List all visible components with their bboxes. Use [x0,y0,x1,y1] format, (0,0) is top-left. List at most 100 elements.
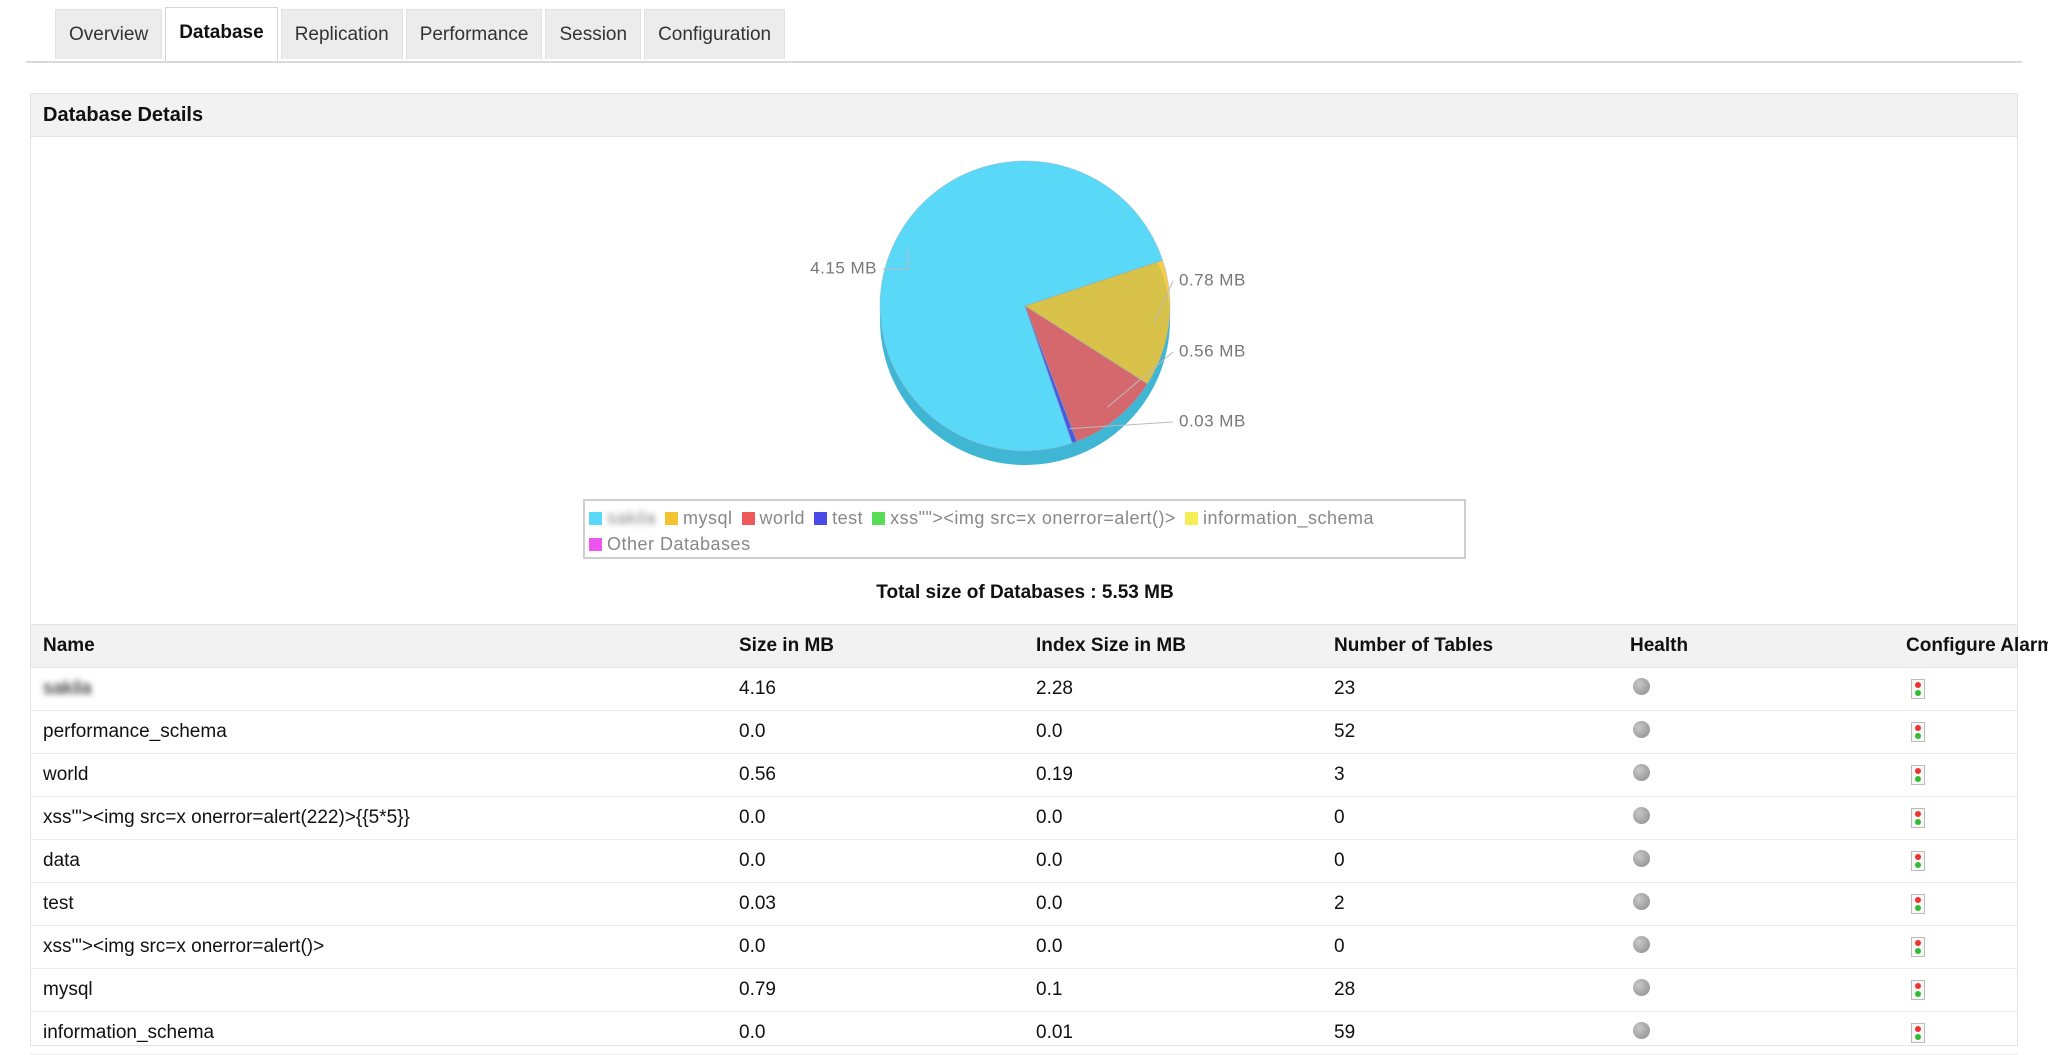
table-cell: 0.01 [1036,1022,1073,1043]
health-icon [1633,764,1650,781]
tab[interactable]: Replication [280,9,403,59]
pie-chart: 4.15 MB 0.78 MB 0.56 MB 0.03 MB [810,160,1246,465]
table-cell: xss'"><img src=x onerror=alert(222)>{{5*… [43,807,410,828]
table-cell: 59 [1334,1022,1356,1043]
configure-alarm-icon[interactable] [1911,851,1925,871]
table-cell: 0 [1334,850,1345,871]
table-cell: 52 [1334,721,1356,742]
pie-slice [1023,259,1171,385]
health-icon [1633,721,1650,738]
tab[interactable]: Performance [405,9,543,59]
legend-swatch [814,511,828,525]
legend-label: test [832,507,864,528]
table-cell: 0.19 [1036,764,1073,785]
column-header: Health [1630,635,1689,656]
table-cell: 0.0 [1036,807,1063,828]
legend-label: sakila [607,507,657,528]
table-cell: 0.0 [1036,936,1063,957]
configure-alarm-icon[interactable] [1911,894,1925,914]
table-row: world 0.56 0.19 3 [31,754,2017,797]
legend-label: mysql [683,507,733,528]
pie-slice [1023,304,1148,443]
panel-title: Database Details [31,94,2017,137]
tab[interactable]: Session [545,9,642,59]
table-row: test 0.03 0.0 2 [31,883,2017,926]
leader-line [1107,351,1174,408]
slice-label: 0.78 MB [1179,270,1246,289]
pie-slice [879,160,1164,452]
slice-label: 0.03 MB [1179,411,1246,430]
table-row: mysql 0.79 0.1 28 [31,969,2017,1012]
table-cell: test [43,893,74,914]
pie-slice [1024,305,1078,444]
tab-underline [26,61,2022,63]
table-cell: information_schema [43,1022,215,1043]
configure-alarm-icon[interactable] [1911,1023,1925,1043]
table-row: xss'"><img src=x onerror=alert()> 0.0 0.0 0 [31,926,2017,969]
legend-swatch [741,511,755,525]
configure-alarm-icon[interactable] [1911,679,1925,699]
table-cell: 0 [1334,936,1345,957]
legend-swatch [872,511,886,525]
tab[interactable]: Database [165,7,278,61]
table-cell: 2.28 [1036,678,1073,699]
configure-alarm-icon[interactable] [1911,722,1925,742]
configure-alarm-icon[interactable] [1911,765,1925,785]
table-row: xss'"><img src=x onerror=alert(222)>{{5*… [31,797,2017,840]
table-cell: sakila [43,678,92,699]
table-cell: 28 [1334,979,1356,1000]
column-header: Index Size in MB [1036,635,1186,656]
legend-item: world [741,505,806,531]
table-cell: 0.56 [739,764,776,785]
health-icon [1633,936,1650,953]
database-details-panel: Database Details 4.15 MB 0.78 MB 0.56 MB 0.… [30,93,2048,1055]
table-cell: 23 [1334,678,1356,699]
table-cell: 0.0 [1036,721,1063,742]
table-cell: mysql [43,979,93,1000]
total-size: Total size of Databases : 5.53 MB [876,582,1174,603]
legend-swatch [665,511,679,525]
tab[interactable]: Overview [55,9,163,59]
leader-line [1154,280,1174,323]
database-table: Name Size in MB Index Size in MB Number of … [31,624,2048,1055]
configure-alarm-icon[interactable] [1911,808,1925,828]
health-icon [1633,1022,1650,1039]
health-icon [1633,979,1650,996]
legend-item: sakila [589,505,656,531]
table-cell: xss'"><img src=x onerror=alert()> [43,936,325,957]
table-row: information_schema 0.0 0.01 59 [31,1012,2017,1055]
legend-swatch [589,511,602,525]
legend: sakila mysql world test xss""><img src=x one… [583,499,1466,559]
leader-line [883,248,909,270]
table-cell: 0.0 [739,1022,766,1043]
legend-swatch [589,537,602,551]
slice-label: 4.15 MB [810,258,877,277]
table-cell: 4.16 [739,678,776,699]
legend-item: mysql [665,505,733,531]
table-cell: 3 [1334,764,1345,785]
leader-line [1069,421,1174,430]
legend-label: information_schema [1202,507,1375,528]
table-cell: 0.0 [739,721,766,742]
table-row: performance_schema 0.0 0.0 52 [31,711,2017,754]
legend-label: world [759,507,806,528]
table-row: sakila 4.16 2.28 23 [31,668,2017,711]
configure-alarm-icon[interactable] [1911,980,1925,1000]
legend-item: test [814,505,863,531]
legend-label: xss""><img src=x onerror=alert()> [890,507,1176,528]
column-header: Size in MB [739,635,835,656]
health-icon [1633,850,1650,867]
legend-swatch [1184,511,1198,525]
table-cell: performance_schema [43,721,227,742]
legend-item: information_schema [1184,505,1375,531]
column-header: Number of Tables [1334,635,1494,656]
table-cell: 0.0 [739,807,766,828]
column-header: Name [43,635,95,656]
legend-item: xss""><img src=x onerror=alert()> [872,505,1176,531]
tab[interactable]: Configuration [644,9,786,59]
table-cell: 0.0 [739,850,766,871]
configure-alarm-icon[interactable] [1911,937,1925,957]
table-cell: data [43,850,80,871]
table-cell: 0.79 [739,979,776,1000]
